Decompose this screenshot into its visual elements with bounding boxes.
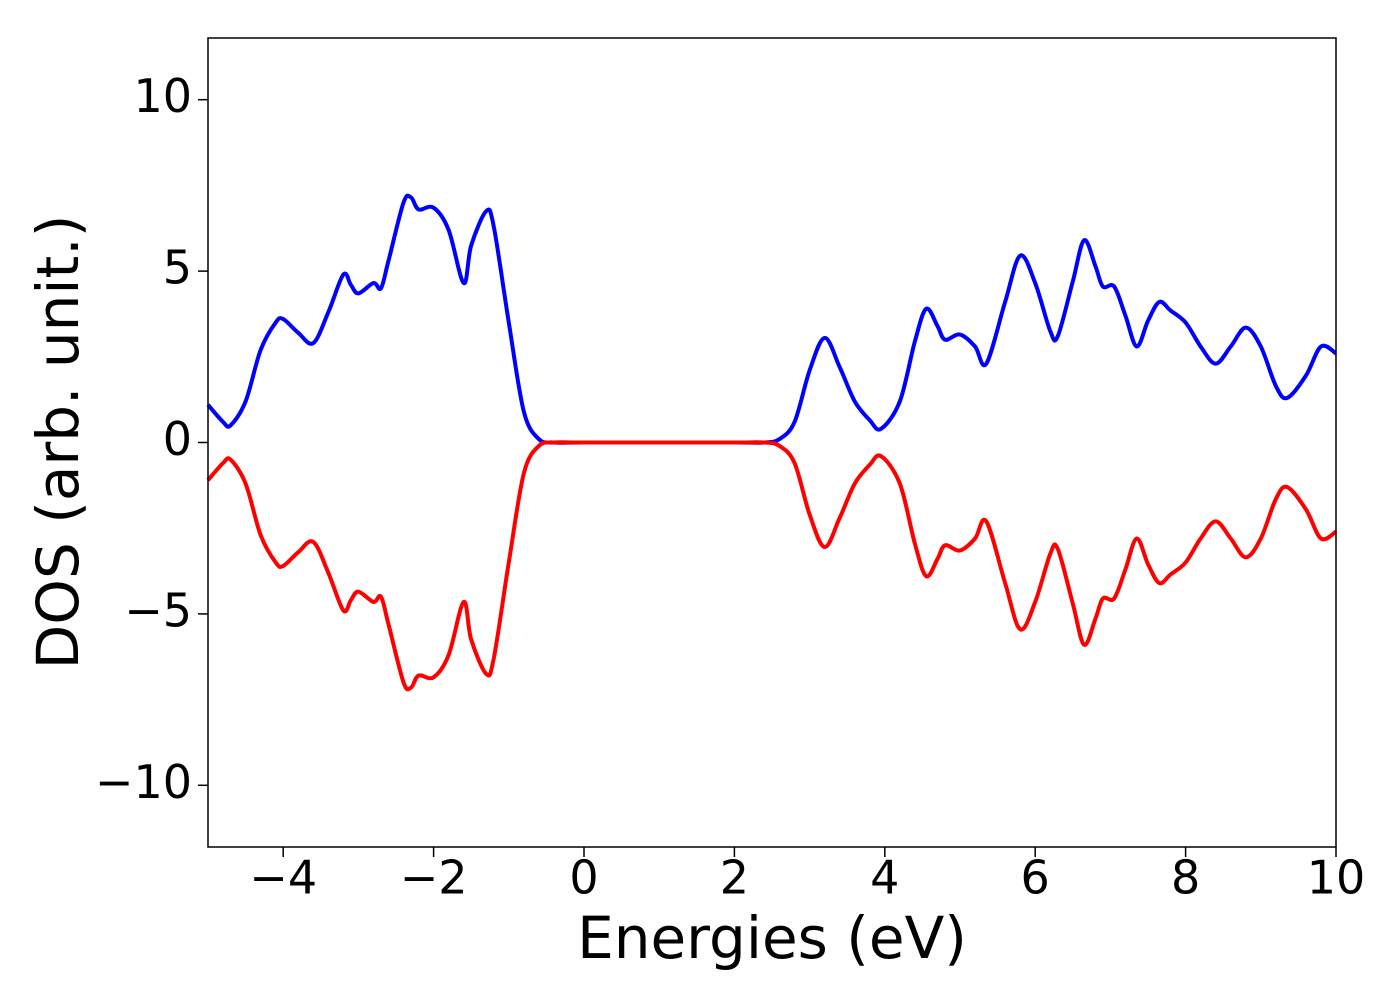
x-tick-label: 6 <box>1021 851 1050 905</box>
x-axis-label: Energies (eV) <box>577 904 967 972</box>
y-tick-label: −5 <box>124 583 192 637</box>
line <box>206 193 1338 445</box>
x-tick-label: 4 <box>870 851 899 905</box>
x-tick-label: 10 <box>1307 851 1366 905</box>
y-tick-label: 0 <box>163 412 192 466</box>
x-tick-label: 8 <box>1171 851 1200 905</box>
line <box>206 440 1338 692</box>
x-tick-label: 2 <box>720 851 749 905</box>
x-tick-label: 0 <box>569 851 598 905</box>
y-tick-label: 10 <box>133 69 192 123</box>
x-tick-label: −4 <box>249 851 317 905</box>
x-tick-label: −2 <box>400 851 468 905</box>
y-tick-label: 5 <box>163 241 192 295</box>
plot-frame <box>207 37 1337 848</box>
y-axis-label: DOS (arb. unit.) <box>24 215 92 670</box>
y-tick-label: −10 <box>95 755 192 809</box>
